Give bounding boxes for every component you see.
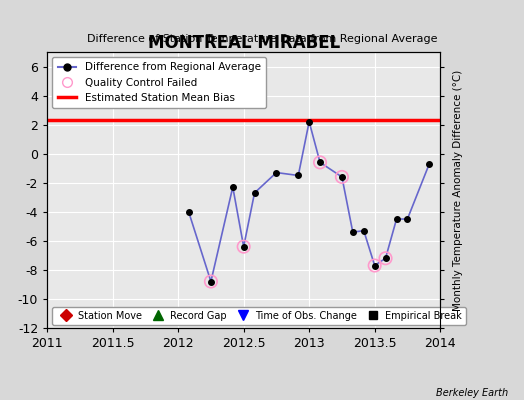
Point: [207, 278, 215, 285]
Point: [381, 255, 390, 262]
Legend: Station Move, Record Gap, Time of Obs. Change, Empirical Break: Station Move, Record Gap, Time of Obs. C…: [52, 307, 466, 324]
Point: [338, 174, 346, 180]
Title: MONTREAL MIRABEL: MONTREAL MIRABEL: [148, 34, 340, 52]
Y-axis label: Monthly Temperature Anomaly Difference (°C): Monthly Temperature Anomaly Difference (…: [453, 69, 463, 311]
Point: [316, 159, 324, 166]
Point: [239, 244, 248, 250]
Text: Difference of Station Temperature Data from Regional Average: Difference of Station Temperature Data f…: [87, 34, 437, 44]
Text: Berkeley Earth: Berkeley Earth: [436, 388, 508, 398]
Point: [370, 262, 379, 269]
